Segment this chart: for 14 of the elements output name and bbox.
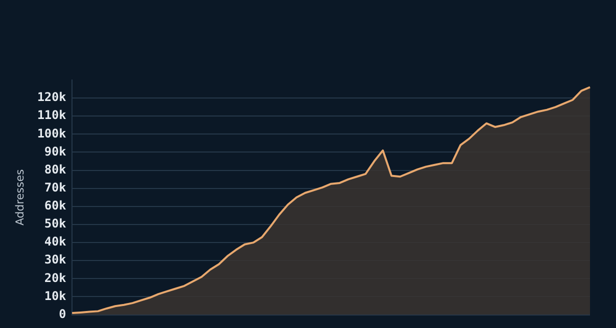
- y-tick-label: 10k: [44, 288, 67, 303]
- y-tick-label: 40k: [44, 234, 67, 249]
- y-tick-label: 20k: [44, 270, 67, 285]
- y-tick-label: 50k: [44, 216, 67, 231]
- y-tick-label: 80k: [44, 162, 67, 176]
- y-tick-label: 90k: [44, 144, 67, 158]
- y-tick-label: 70k: [44, 180, 67, 194]
- y-tick-label: 60k: [44, 198, 67, 213]
- y-tick-label: 30k: [44, 252, 67, 267]
- y-tick-label: 120k: [37, 90, 67, 104]
- y-axis-title: Addresses: [13, 168, 26, 226]
- y-tick-label: 110k: [37, 108, 67, 122]
- y-tick-label: 0: [58, 306, 66, 321]
- y-tick-label: 100k: [37, 126, 67, 140]
